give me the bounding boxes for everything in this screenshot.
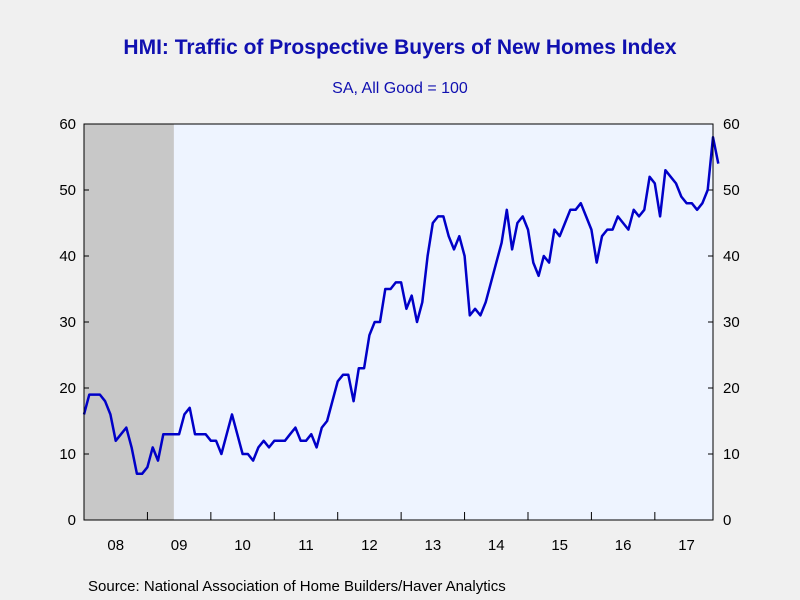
source-note: Source: National Association of Home Bui… (88, 578, 506, 595)
recession-shading (84, 124, 174, 520)
x-tick-label: 09 (171, 537, 188, 554)
x-tick-label: 13 (425, 537, 442, 554)
y-tick-label-right: 10 (723, 446, 740, 463)
y-tick-label-left: 60 (59, 116, 76, 133)
y-tick-label-right: 50 (723, 182, 740, 199)
y-tick-label-left: 20 (59, 380, 76, 397)
x-tick-label: 17 (678, 537, 695, 554)
chart-subtitle: SA, All Good = 100 (332, 80, 468, 97)
y-tick-label-right: 0 (723, 512, 731, 529)
x-tick-label: 15 (551, 537, 568, 554)
y-tick-label-left: 0 (68, 512, 76, 529)
y-tick-label-right: 20 (723, 380, 740, 397)
x-tick-label: 10 (234, 537, 251, 554)
y-tick-label-left: 10 (59, 446, 76, 463)
x-tick-label: 11 (298, 537, 314, 554)
series-line (82, 135, 720, 476)
x-tick-label: 08 (107, 537, 124, 554)
y-tick-label-right: 60 (723, 116, 740, 133)
x-tick-label: 16 (615, 537, 632, 554)
y-tick-label-left: 40 (59, 248, 76, 265)
plot-area (84, 124, 713, 520)
chart-title: HMI: Traffic of Prospective Buyers of Ne… (123, 36, 677, 59)
y-tick-label-left: 30 (59, 314, 76, 331)
y-tick-label-right: 40 (723, 248, 740, 265)
plot-frame (83, 123, 714, 521)
y-tick-label-left: 50 (59, 182, 76, 199)
x-tick-label: 14 (488, 537, 505, 554)
y-tick-label-right: 30 (723, 314, 740, 331)
x-tick-label: 12 (361, 537, 378, 554)
